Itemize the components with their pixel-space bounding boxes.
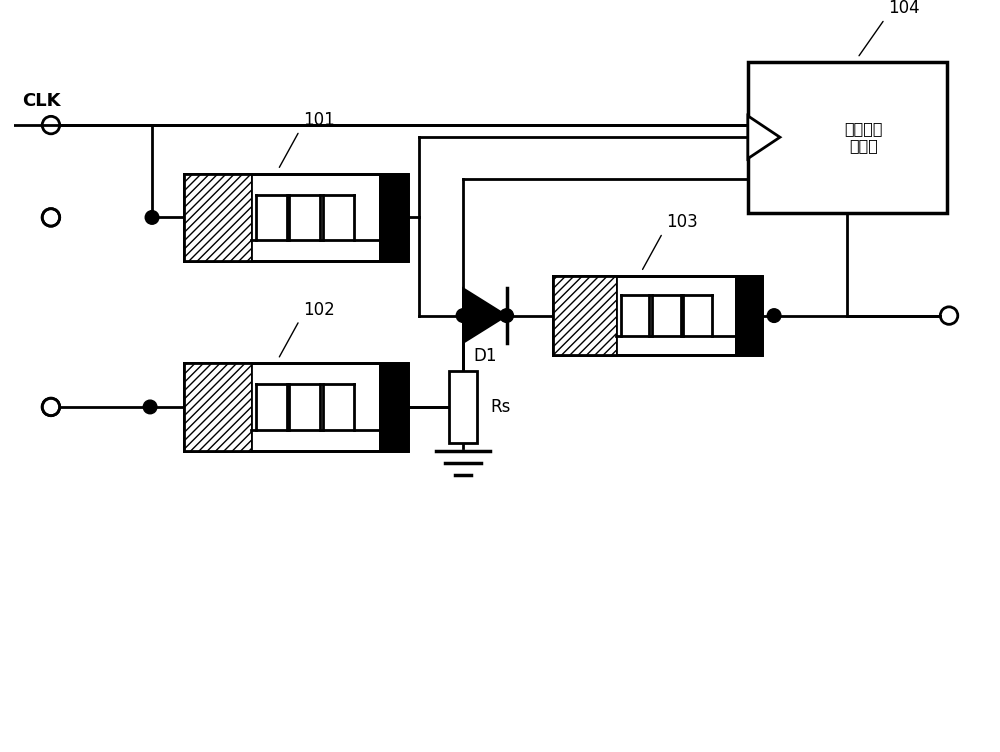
Circle shape (143, 400, 157, 414)
Text: 103: 103 (666, 213, 698, 231)
Polygon shape (463, 288, 507, 343)
Circle shape (145, 211, 159, 224)
Bar (184, 363, 408, 450)
Bar (449, 371, 477, 444)
Bar (184, 174, 408, 261)
Text: Rs: Rs (490, 398, 511, 416)
Bar (379, 174, 408, 261)
Text: 102: 102 (303, 301, 335, 319)
Bar (379, 363, 408, 450)
Circle shape (767, 309, 781, 323)
Text: 第一电压
转换器: 第一电压 转换器 (844, 121, 883, 153)
Bar (735, 276, 762, 356)
Bar (184, 363, 408, 450)
Text: CLK: CLK (22, 92, 60, 110)
Circle shape (500, 309, 513, 323)
Text: 101: 101 (303, 111, 335, 129)
Bar (184, 174, 251, 261)
Bar (184, 174, 408, 261)
Bar (553, 276, 762, 356)
Text: 104: 104 (889, 0, 920, 17)
Polygon shape (748, 116, 780, 159)
Bar (748, 62, 947, 213)
Circle shape (456, 309, 470, 323)
Bar (553, 276, 616, 356)
Text: D1: D1 (473, 347, 497, 365)
Bar (553, 276, 762, 356)
Bar (184, 363, 251, 450)
